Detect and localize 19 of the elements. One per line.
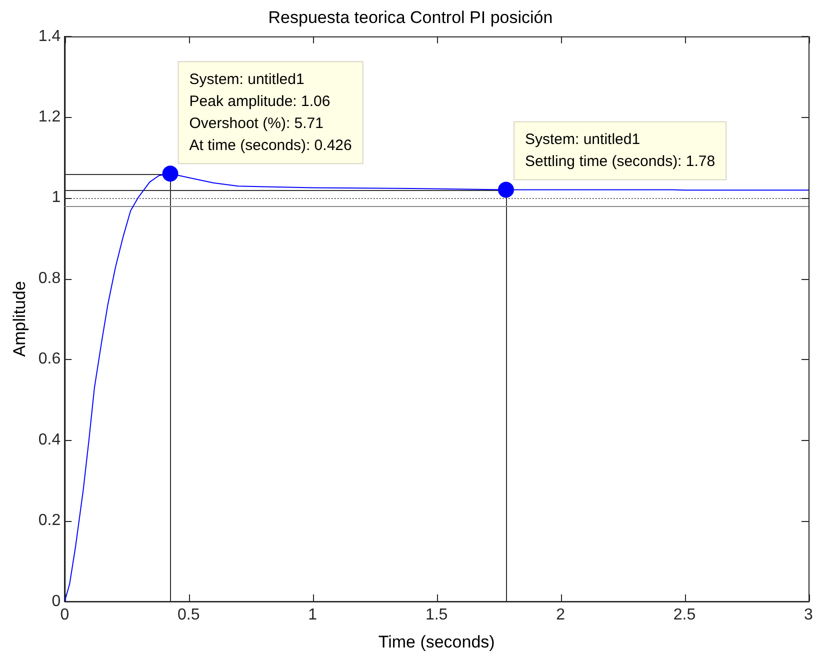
x-tick-label: 0.5 <box>177 606 200 624</box>
x-axis-title: Time (seconds) <box>378 632 495 652</box>
chart-title: Respuesta teorica Control PI posición <box>268 8 553 27</box>
x-tick-label: 2.5 <box>673 606 696 624</box>
y-tick-label: 1.4 <box>38 28 61 45</box>
y-tick-label: 0.2 <box>38 512 61 530</box>
x-tick-label: 2 <box>556 606 566 624</box>
x-tick-label: 1 <box>308 606 318 624</box>
x-tick-label: 1.5 <box>425 606 448 624</box>
x-tick-label: 3 <box>804 606 814 624</box>
y-tick-label: 0.4 <box>38 431 61 448</box>
y-tick-label: 1 <box>52 189 61 206</box>
annotation: System: untitled1 Settling time (seconds): 1.78 <box>525 130 716 170</box>
y-tick-label: 1.2 <box>38 108 61 126</box>
annotation: System: untitled1 Peak amplitude: 1.06 Overshoot (%): 5.71 At time (seconds): 0.426 <box>189 70 352 154</box>
y-tick-label: 0.6 <box>38 350 61 368</box>
y-axis-title: Amplitude <box>10 281 29 357</box>
y-tick-label: 0.8 <box>38 270 61 287</box>
y-tick-label: 0 <box>52 592 61 610</box>
